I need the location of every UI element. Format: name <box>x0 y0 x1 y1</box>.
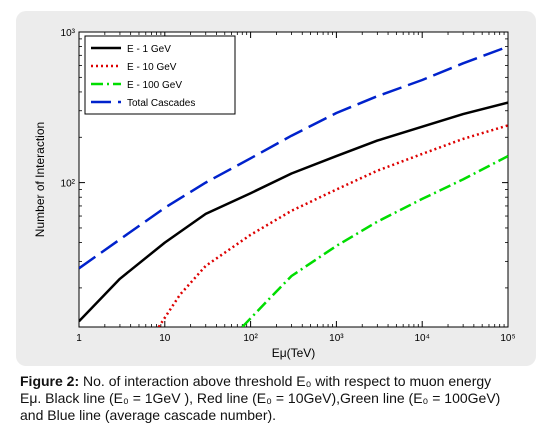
y-tick-label: 10³ <box>61 28 76 39</box>
x-axis-label: Eμ(TeV) <box>272 346 316 360</box>
x-tick-label: 10⁴ <box>414 333 429 344</box>
x-tick-label: 10³ <box>329 333 344 344</box>
caption-line-2: Eμ. Black line (E₀ = 1GeV ), Red line (E… <box>20 390 501 406</box>
y-axis-label: Number of Interaction <box>33 122 47 237</box>
caption-label: Figure 2: <box>20 373 80 389</box>
legend-label-3: E - 100 GeV <box>127 80 182 91</box>
legend-label-1: E - 1 GeV <box>127 44 171 55</box>
series-line-3 <box>241 154 508 327</box>
x-tick-label: 10⁵ <box>500 333 515 344</box>
y-tick-label: 10² <box>61 179 76 190</box>
series-line-1 <box>79 101 508 323</box>
figure-caption: Figure 2: No. of interaction above thres… <box>20 373 545 424</box>
series-line-4 <box>79 45 508 270</box>
caption-line-1: No. of interaction above threshold E₀ wi… <box>83 373 492 389</box>
x-tick-label: 10 <box>159 333 171 344</box>
legend-label-2: E - 10 GeV <box>127 62 177 73</box>
chart: 1 10 10² 10³ 10⁴ 10⁵ 10² 10³ Eμ(TeV) Number of In… <box>33 28 516 360</box>
x-tick-label: 1 <box>76 333 82 344</box>
legend-label-4: Total Cascades <box>127 98 195 109</box>
caption-line-3: and Blue line (average cascade number). <box>20 407 277 423</box>
x-tick-label: 10² <box>243 333 258 344</box>
